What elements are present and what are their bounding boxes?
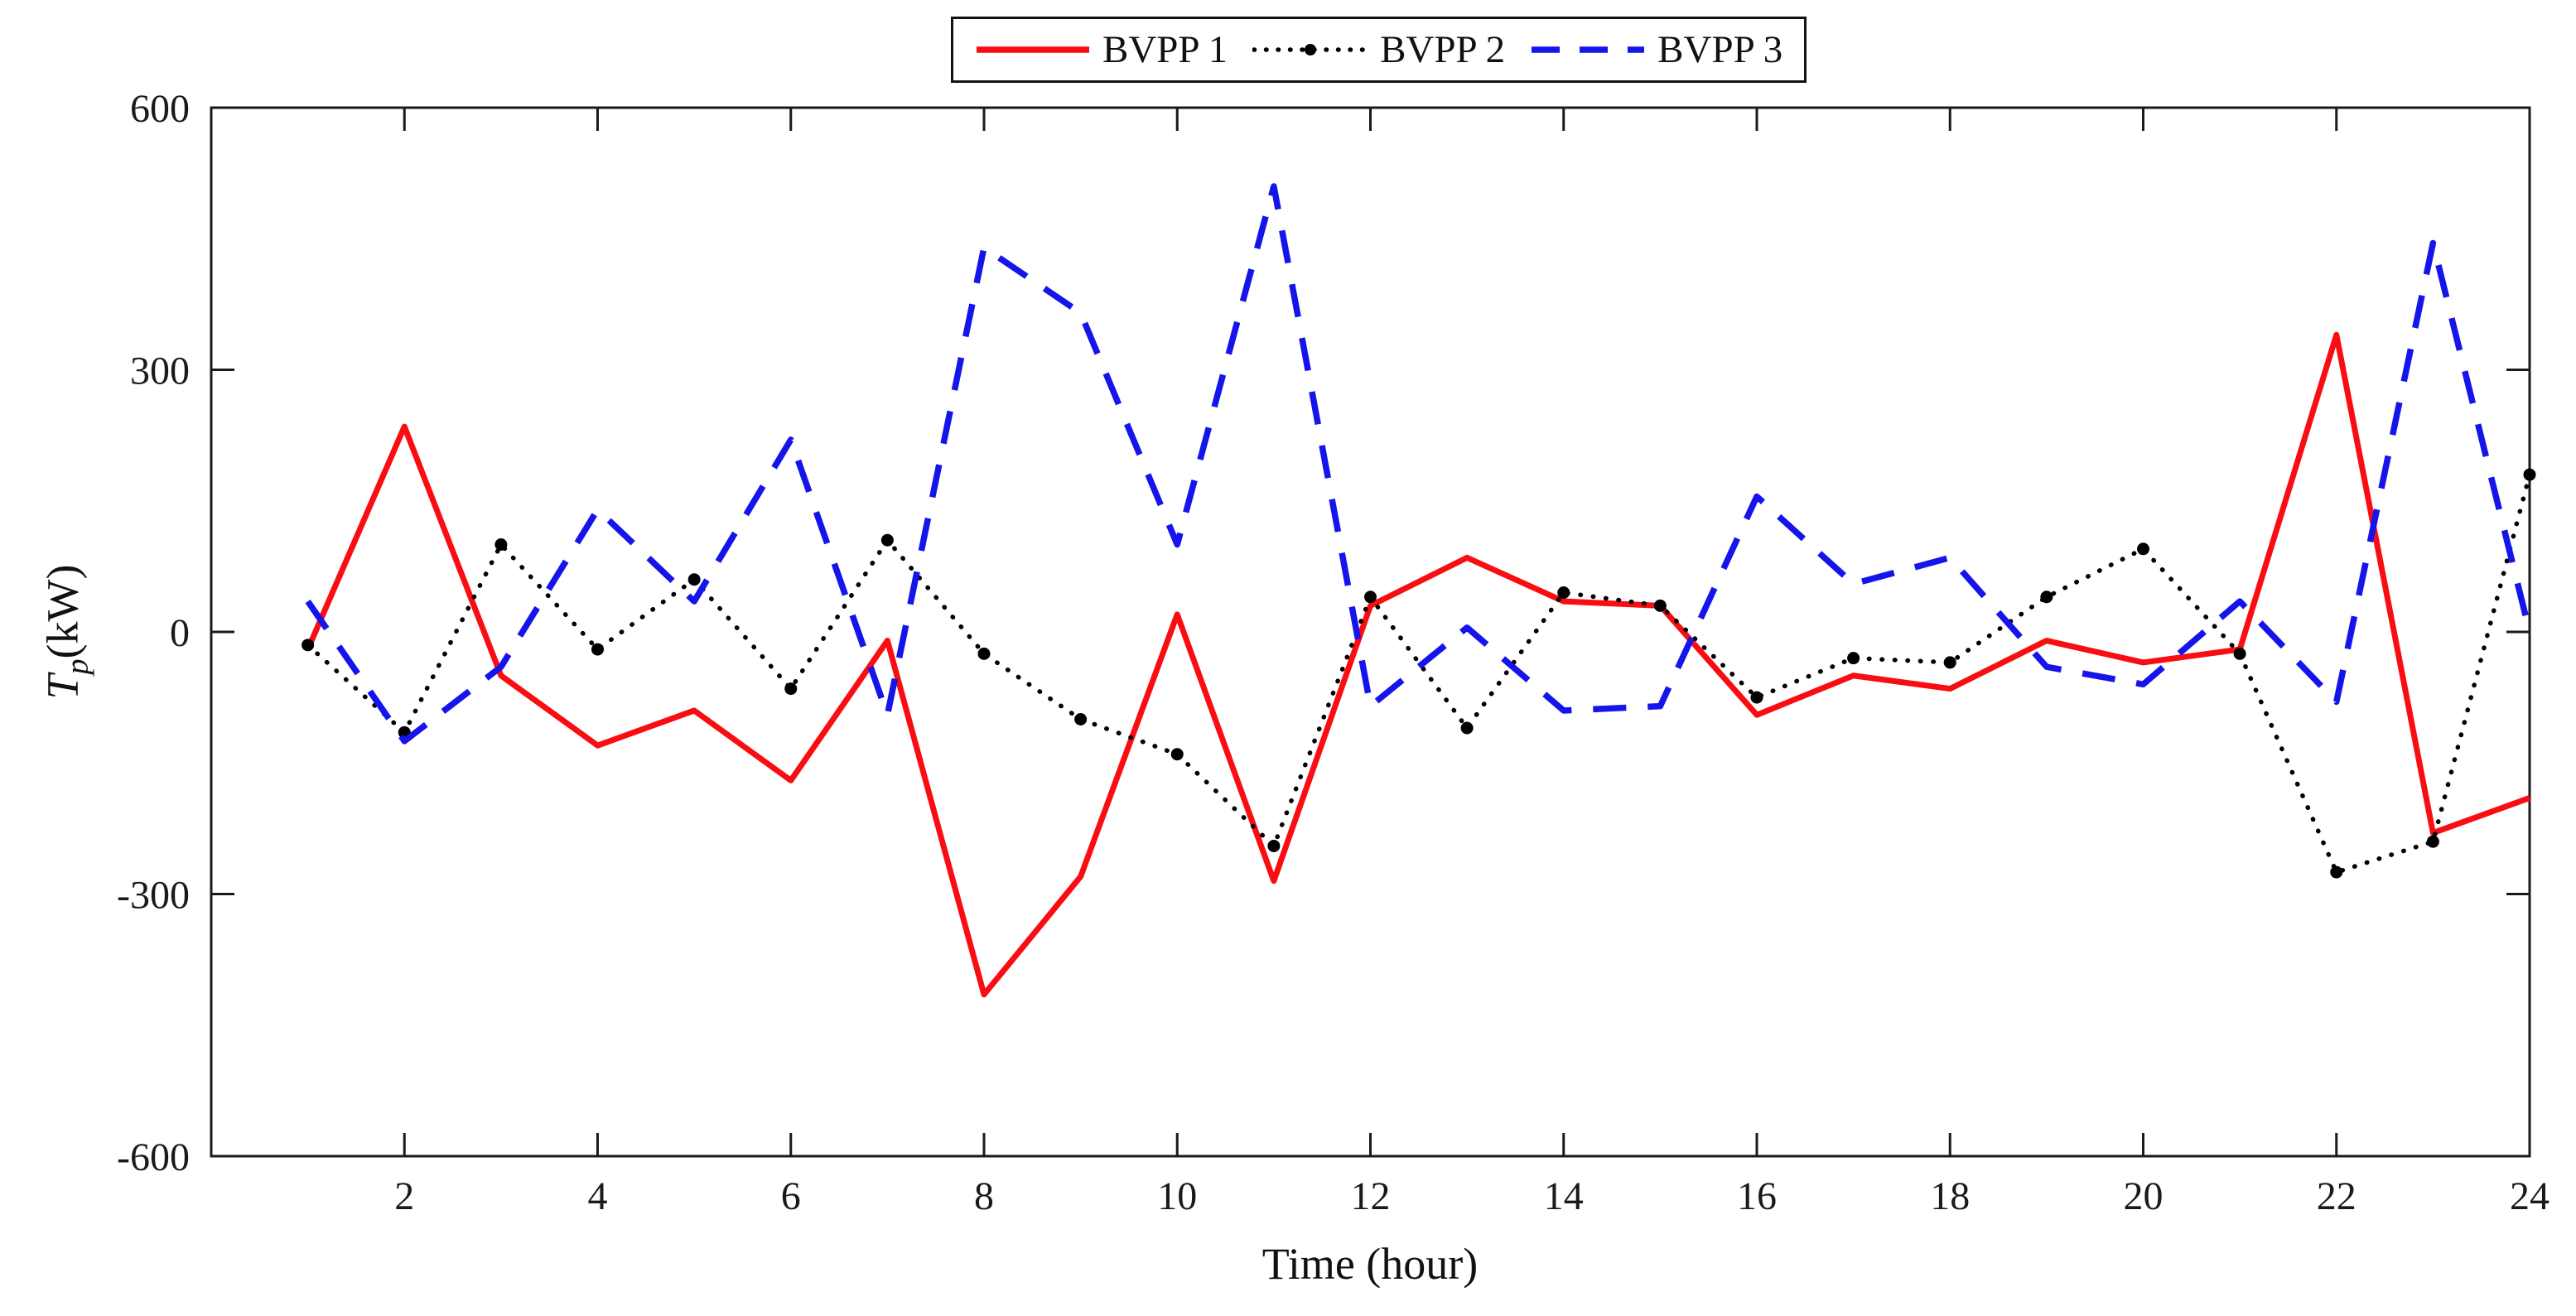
legend-line-sample-dashed xyxy=(1532,46,1645,53)
y-axis-title-subscript: p xyxy=(60,658,95,675)
data-point-marker xyxy=(2040,591,2053,604)
x-axis-title: Time (hour) xyxy=(1261,1239,1479,1289)
x-tick-label: 10 xyxy=(1157,1174,1197,1218)
y-axis-title-variable: T xyxy=(37,674,88,700)
data-point-marker xyxy=(2233,647,2246,660)
data-point-marker xyxy=(2137,542,2149,556)
data-point-marker xyxy=(494,538,508,551)
data-point-marker xyxy=(301,639,315,652)
y-tick-label: 300 xyxy=(130,349,190,393)
data-point-marker xyxy=(1943,656,1956,669)
axes-frame xyxy=(210,106,2531,1158)
y-tick-label: -600 xyxy=(117,1135,190,1179)
y-tick-label: -300 xyxy=(117,874,190,918)
x-tick-label: 20 xyxy=(2124,1174,2164,1218)
data-point-marker xyxy=(1170,748,1184,761)
data-point-marker xyxy=(1557,586,1570,600)
data-point-marker xyxy=(2330,865,2343,879)
data-point-marker xyxy=(1364,591,1377,604)
y-axis-title-unit: (kW) xyxy=(37,564,88,659)
x-tick-label: 2 xyxy=(394,1174,414,1218)
x-tick-label: 24 xyxy=(2510,1174,2549,1218)
legend-item-bvpp3: BVPP 3 xyxy=(1530,27,1782,72)
series-line-bvpp3 xyxy=(305,183,2533,745)
x-tick-label: 4 xyxy=(588,1174,608,1218)
data-point-marker xyxy=(1750,691,1763,704)
legend-label: BVPP 1 xyxy=(1102,28,1228,71)
x-tick-label: 14 xyxy=(1544,1174,1584,1218)
data-point-marker xyxy=(1460,721,1474,735)
legend-label: BVPP 3 xyxy=(1657,28,1783,71)
data-point-marker xyxy=(977,647,991,660)
data-point-marker xyxy=(2523,468,2536,481)
legend-line-sample-solid xyxy=(977,46,1089,53)
x-tick-label: 8 xyxy=(974,1174,994,1218)
legend-line-sample-dotted xyxy=(1252,44,1369,55)
y-tick-label: 0 xyxy=(170,611,190,655)
series-line-bvpp2 xyxy=(305,472,2532,875)
data-point-marker xyxy=(880,533,894,547)
data-point-marker xyxy=(687,573,701,586)
y-axis-title: Tp(kW) xyxy=(37,565,96,700)
legend-label: BVPP 2 xyxy=(1380,28,1506,71)
y-tick-label: 600 xyxy=(130,87,190,131)
legend-marker-glyph xyxy=(1305,44,1317,55)
legend-box: BVPP 1 BVPP 2 BVPP 3 xyxy=(951,17,1807,83)
x-tick-label: 12 xyxy=(1351,1174,1391,1218)
data-point-marker xyxy=(1847,652,1860,665)
series-line-bvpp1 xyxy=(305,331,2531,998)
x-tick-label: 18 xyxy=(1930,1174,1970,1218)
legend-item-bvpp1: BVPP 1 xyxy=(975,27,1228,72)
x-tick-label: 6 xyxy=(781,1174,801,1218)
data-point-marker xyxy=(784,682,798,696)
data-point-marker xyxy=(591,643,604,656)
legend-item-bvpp2: BVPP 2 xyxy=(1252,27,1505,72)
data-point-marker xyxy=(1653,599,1667,612)
x-tick-label: 16 xyxy=(1737,1174,1777,1218)
data-point-marker xyxy=(1074,713,1088,725)
data-point-marker xyxy=(1267,839,1281,852)
x-tick-label: 22 xyxy=(2317,1174,2357,1218)
data-point-marker xyxy=(2426,835,2439,848)
